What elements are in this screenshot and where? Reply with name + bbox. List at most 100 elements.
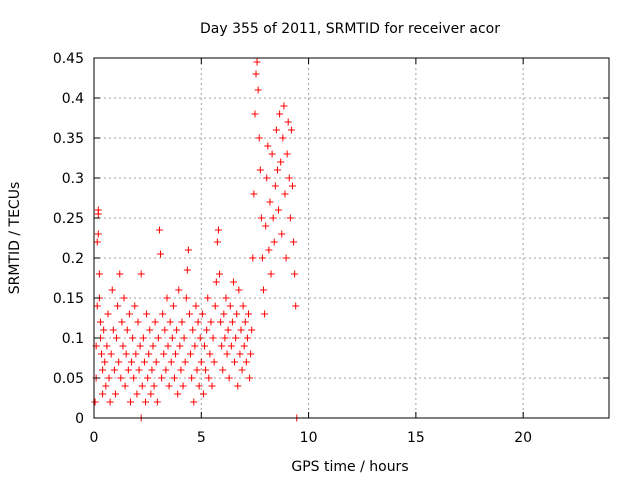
data-point [272, 126, 280, 134]
data-point [160, 350, 168, 358]
data-point [246, 374, 254, 382]
data-point [146, 326, 154, 334]
y-tick-label: 0.4 [62, 91, 84, 107]
data-point [147, 390, 155, 398]
data-point [104, 310, 112, 318]
data-point [285, 174, 293, 182]
data-point [107, 350, 115, 358]
data-point [172, 350, 180, 358]
data-point [231, 358, 239, 366]
data-point [269, 214, 277, 222]
data-point [233, 310, 241, 318]
data-point [277, 158, 285, 166]
data-point [207, 318, 215, 326]
data-point [182, 294, 190, 302]
data-point [183, 266, 191, 274]
data-point [155, 226, 163, 234]
data-point [162, 366, 170, 374]
data-point [95, 270, 103, 278]
data-point [121, 382, 129, 390]
data-point [117, 374, 125, 382]
data-point [165, 382, 173, 390]
data-point [260, 286, 268, 294]
data-point [93, 302, 101, 310]
data-point [125, 310, 133, 318]
data-point [154, 334, 162, 342]
data-point [236, 350, 244, 358]
data-point [228, 318, 236, 326]
data-point [142, 398, 149, 406]
x-axis-title: GPS time / hours [291, 459, 408, 475]
data-point [222, 294, 230, 302]
data-point [96, 318, 104, 326]
data-point [120, 294, 128, 302]
data-point [137, 270, 145, 278]
data-point [258, 254, 266, 262]
data-point [287, 126, 295, 134]
data-point [94, 206, 102, 214]
data-point [268, 150, 276, 158]
data-point [220, 310, 228, 318]
data-point [282, 254, 290, 262]
data-point [262, 222, 270, 230]
data-point [198, 310, 206, 318]
data-point [234, 382, 242, 390]
data-point [94, 230, 102, 238]
grid-layer [94, 58, 609, 418]
data-point [159, 310, 167, 318]
data-point [177, 366, 185, 374]
data-point [174, 390, 182, 398]
data-point [240, 342, 248, 350]
data-point [106, 398, 114, 406]
y-tick-label: 0.45 [53, 51, 84, 67]
data-point [128, 358, 136, 366]
data-point [250, 190, 258, 198]
data-point [124, 366, 132, 374]
chart-title: Day 355 of 2011, SRMTID for receiver aco… [200, 21, 500, 37]
data-point [175, 286, 183, 294]
data-point [245, 310, 252, 318]
data-point [229, 278, 237, 286]
data-point [108, 286, 116, 294]
data-point [247, 350, 255, 358]
ticks-layer [93, 57, 609, 419]
data-point [119, 342, 127, 350]
y-tick-label: 0.35 [53, 131, 84, 147]
data-point [263, 174, 271, 182]
data-point [131, 302, 139, 310]
data-point [158, 374, 166, 382]
y-tick-labels: 0 0.05 0.1 0.15 0.2 0.25 0.3 0.35 0.4 0.45 [53, 51, 84, 427]
data-point [209, 334, 217, 342]
data-point [140, 358, 148, 366]
x-tick-label: 0 [90, 430, 99, 446]
data-point [284, 118, 292, 126]
data-point [279, 134, 287, 142]
data-point [252, 70, 260, 78]
data-point [278, 230, 286, 238]
data-point [204, 294, 212, 302]
data-point [178, 318, 186, 326]
data-point [176, 342, 184, 350]
data-point [225, 374, 233, 382]
y-tick-label: 0.05 [53, 371, 84, 387]
plot-frame [93, 57, 610, 419]
data-point [101, 358, 109, 366]
data-point [98, 350, 106, 358]
x-tick-label: 15 [407, 430, 425, 446]
data-point [199, 390, 207, 398]
data-point [273, 166, 281, 174]
data-point [114, 302, 122, 310]
data-point [224, 326, 232, 334]
data-point [191, 342, 199, 350]
data-point [109, 326, 117, 334]
data-point [99, 366, 107, 374]
data-point [133, 390, 141, 398]
data-point [149, 342, 157, 350]
data-point [267, 270, 275, 278]
y-tick-label: 0.1 [62, 331, 84, 347]
data-point [288, 182, 296, 190]
data-point [144, 374, 152, 382]
data-point [280, 102, 288, 110]
data-point [286, 214, 294, 222]
data-point [256, 166, 264, 174]
